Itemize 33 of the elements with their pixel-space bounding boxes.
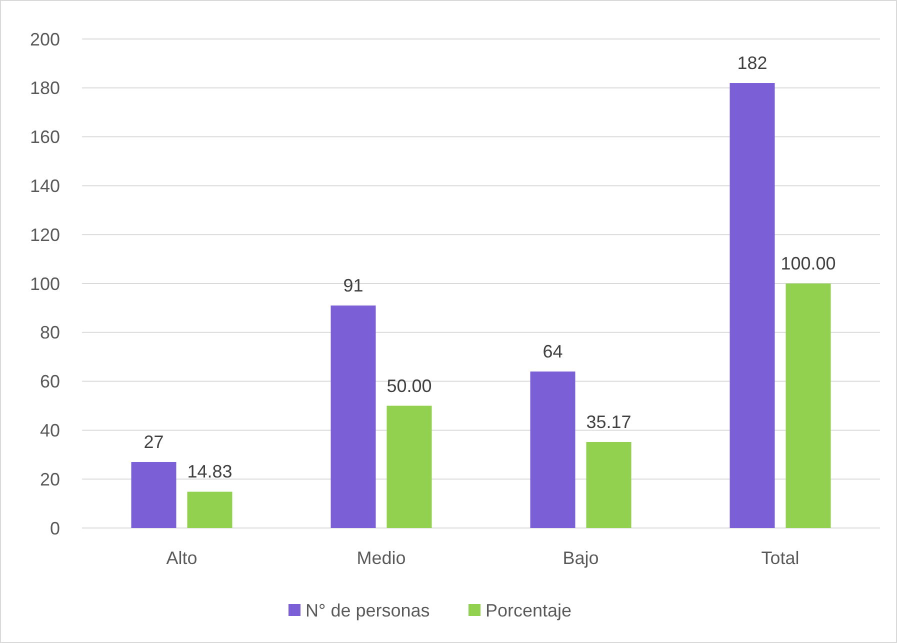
data-label: 35.17	[586, 412, 632, 432]
legend-label: N° de personas	[306, 600, 430, 620]
x-tick-label: Medio	[356, 548, 406, 568]
y-tick-label: 180	[30, 78, 60, 98]
bar	[586, 442, 632, 528]
y-tick-label: 20	[40, 469, 60, 490]
x-tick-label: Bajo	[562, 548, 599, 568]
y-tick-label: 60	[40, 372, 60, 392]
y-tick-label: 40	[40, 420, 60, 440]
y-tick-label: 200	[30, 29, 60, 50]
y-tick-label: 160	[30, 127, 60, 148]
data-label: 100.00	[780, 254, 836, 274]
x-tick-label: Total	[761, 548, 800, 568]
x-tick-label: Alto	[166, 548, 198, 568]
bar	[530, 372, 576, 528]
data-label: 64	[542, 342, 563, 362]
bar	[187, 492, 232, 528]
bar	[730, 83, 775, 528]
bar	[386, 406, 432, 528]
y-tick-label: 80	[40, 322, 60, 343]
data-label: 27	[144, 432, 164, 452]
y-tick-label: 100	[30, 274, 60, 294]
y-tick-label: 0	[50, 518, 60, 538]
bar	[330, 306, 376, 528]
data-label: 50.00	[386, 376, 432, 396]
data-label: 182	[737, 53, 768, 74]
bar	[786, 284, 831, 528]
y-tick-label: 140	[30, 176, 60, 196]
data-label: 14.83	[187, 462, 232, 482]
bar	[131, 462, 176, 528]
legend-label: Porcentaje	[486, 600, 572, 620]
y-tick-label: 120	[30, 224, 60, 245]
data-label: 91	[343, 276, 364, 296]
